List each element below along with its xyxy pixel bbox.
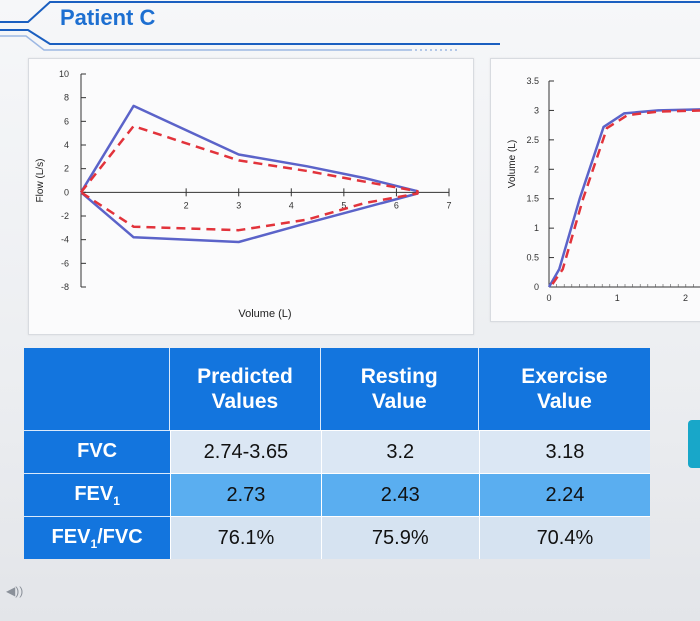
y-tick-label: 1	[534, 223, 539, 233]
volume-time-chart: 3.5 3 2.5 2 1.5 1 0.5 00 1 2 Volume (L)	[507, 76, 700, 303]
page-title: Patient C	[60, 5, 156, 30]
y-tick-label: -6	[61, 258, 69, 268]
row-label: FEV1/FVC	[24, 516, 171, 559]
table-row: FEV1/FVC 76.1% 75.9% 70.4%	[24, 516, 650, 559]
flow-volume-chart: 10 8 6 4 2 0 -2 -4 -6 -8 2 3 4 5 6 7 Flow (L/s) Volume (L…	[35, 69, 452, 320]
header-predicted: Predicted Values	[197, 365, 293, 413]
flow-volume-chart-panel: 10 8 6 4 2 0 -2 -4 -6 -8 2 3 4 5 6 7 Flow (L/s) Volume (L…	[28, 58, 474, 335]
y-tick-label: 3.5	[526, 76, 539, 86]
table-header-cell: Resting Value	[320, 348, 479, 430]
y-tick-label: 2	[64, 164, 69, 174]
y-tick-label: 1.5	[526, 194, 539, 204]
x-tick-label: 6	[394, 200, 399, 210]
table-row: FVC 2.74-3.65 3.2 3.18	[24, 430, 650, 473]
y-tick-label: -4	[61, 235, 69, 245]
flow-volume-series-dashed	[80, 124, 419, 232]
table-cell: 2.73	[170, 473, 321, 516]
x-tick-label: 7	[446, 200, 451, 210]
table-cell: 70.4%	[478, 516, 650, 559]
y-tick-label: 0	[64, 187, 69, 197]
spirometry-table: Predicted Values Resting Value Exercise …	[24, 348, 650, 559]
row-label: FEV1	[24, 473, 171, 516]
volume-time-series-solid	[547, 108, 700, 288]
y-tick-label: 2	[534, 164, 539, 174]
y-tick-label: 0.5	[526, 253, 539, 263]
x-tick-label: 4	[289, 200, 294, 210]
table-cell: 76.1%	[170, 516, 321, 559]
volume-time-chart-panel: 3.5 3 2.5 2 1.5 1 0.5 0 0 1 2 Volume (L)	[490, 58, 700, 322]
table-cell: 2.43	[320, 473, 479, 516]
y-tick-label: 2.5	[526, 135, 539, 145]
table-cell: 2.74-3.65	[170, 430, 321, 473]
table-cell: 75.9%	[320, 516, 479, 559]
x-tick-label: 1	[615, 293, 620, 303]
speaker-icon[interactable]: ◀))	[6, 584, 24, 598]
y-tick-label: 10	[59, 69, 69, 79]
y-tick-label: 4	[64, 140, 69, 150]
x-axis-label: Volume (L)	[238, 308, 291, 320]
table-cell: 3.18	[478, 430, 650, 473]
header-exercise: Exercise Value	[521, 365, 608, 413]
y-tick-label: 6	[64, 116, 69, 126]
x-tick-label: 5	[341, 200, 346, 210]
side-tab-button[interactable]	[688, 420, 700, 468]
y-tick-label: -2	[61, 211, 69, 221]
header-decoration	[0, 0, 700, 51]
x-tick-label: 2	[683, 293, 688, 303]
table-row: FEV1 2.73 2.43 2.24	[24, 473, 650, 516]
y-tick-label: 0	[534, 282, 539, 292]
y-axis-label: Flow (L/s)	[35, 159, 46, 203]
x-tick-label: 2	[184, 200, 189, 210]
table-header-cell: Exercise Value	[478, 348, 650, 430]
y-tick-label: 8	[64, 93, 69, 103]
row-label: FVC	[24, 430, 171, 473]
table-header-cell: Predicted Values	[170, 348, 321, 430]
table-cell: 3.2	[320, 430, 479, 473]
table-cell: 2.24	[478, 473, 650, 516]
table-header-cell	[24, 348, 171, 430]
x-tick-label: 3	[236, 200, 241, 210]
table-header-row: Predicted Values Resting Value Exercise …	[24, 348, 650, 430]
volume-time-series-dashed	[551, 109, 700, 285]
y-tick-label: -8	[61, 282, 69, 292]
x-tick-label: 0	[546, 293, 551, 303]
y-tick-label: 3	[534, 105, 539, 115]
y-axis-label: Volume (L)	[507, 140, 518, 188]
header-resting: Resting Value	[360, 365, 438, 413]
flow-volume-series-solid	[79, 104, 419, 244]
